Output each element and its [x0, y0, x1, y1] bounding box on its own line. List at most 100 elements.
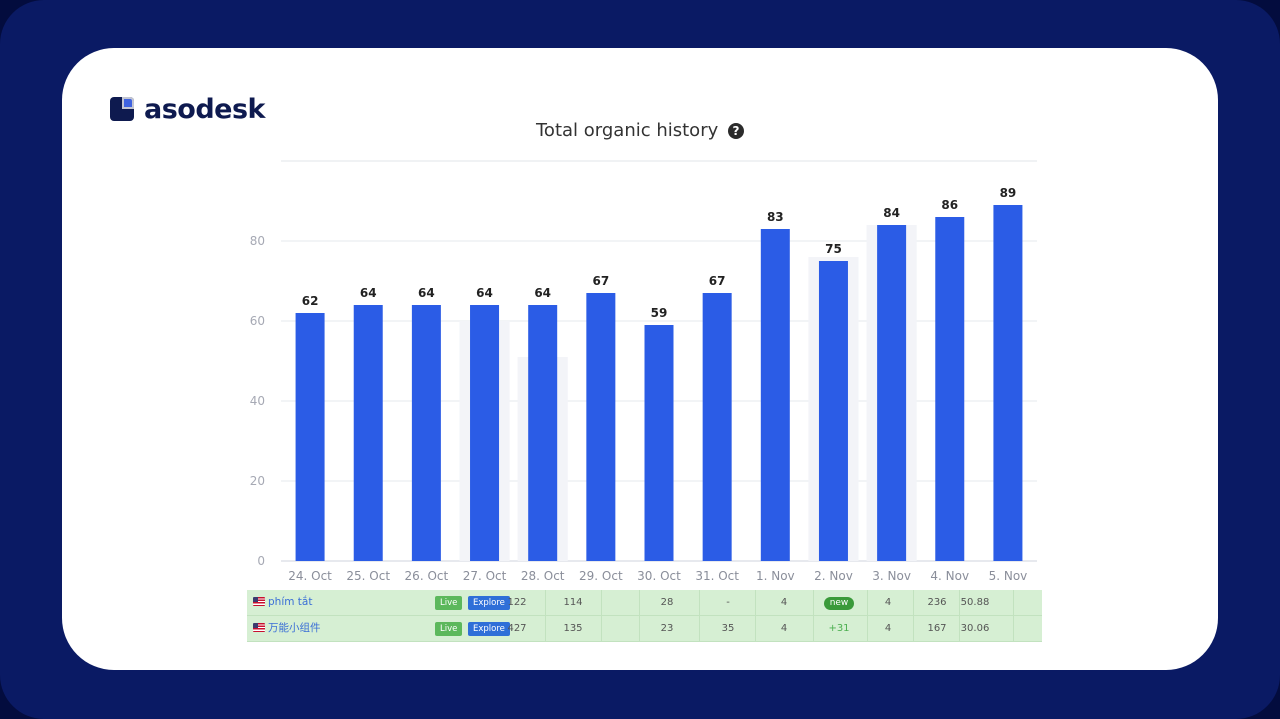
- table-cell: 427: [507, 623, 527, 634]
- column-divider: [699, 616, 700, 641]
- y-tick-label: 20: [250, 474, 265, 488]
- column-divider: [959, 616, 960, 641]
- bar: [702, 293, 732, 561]
- table-cell: 4: [780, 623, 788, 634]
- bar: [818, 261, 848, 561]
- bar-value-label: 67: [592, 274, 609, 288]
- us-flag-icon: [253, 597, 265, 606]
- bar-value-label: 86: [941, 198, 958, 212]
- table-cell: +31: [828, 623, 850, 634]
- x-tick-label: 3. Nov: [872, 569, 911, 583]
- bar-value-label: 84: [883, 206, 900, 220]
- column-divider: [601, 616, 602, 641]
- bar-value-label: 59: [651, 306, 668, 320]
- live-badge[interactable]: Live: [435, 622, 463, 636]
- column-divider: [639, 590, 640, 615]
- column-divider: [959, 590, 960, 615]
- bar-value-label: 83: [767, 210, 784, 224]
- live-badge[interactable]: Live: [435, 596, 463, 610]
- keyword-table: phím tắt Live Explore 122 114 28-4 new 4 236 50.8…: [247, 590, 1042, 642]
- new-badge: new: [823, 597, 855, 610]
- table-row[interactable]: phím tắt Live Explore 122 114 28 - 4 new 4 236 50.8…: [247, 590, 1042, 616]
- column-divider: [913, 616, 914, 641]
- bar: [470, 305, 500, 561]
- bar-value-label: 89: [1000, 186, 1017, 200]
- bar: [586, 293, 616, 561]
- x-tick-label: 27. Oct: [463, 569, 507, 583]
- table-cell: 135: [563, 623, 583, 634]
- table-cell: 4: [780, 597, 788, 608]
- table-cell: -: [726, 597, 730, 608]
- x-tick-label: 24. Oct: [288, 569, 332, 583]
- chart-title: Total organic history: [536, 120, 719, 141]
- x-tick-label: 30. Oct: [637, 569, 681, 583]
- column-divider: [639, 616, 640, 641]
- x-tick-label: 25. Oct: [346, 569, 390, 583]
- bar-value-label: 62: [302, 294, 319, 308]
- keyword-link[interactable]: phím tắt: [268, 596, 313, 608]
- column-divider: [699, 590, 700, 615]
- table-cell: 50.88: [960, 597, 990, 608]
- x-tick-label: 26. Oct: [405, 569, 449, 583]
- x-tick-label: 31. Oct: [695, 569, 739, 583]
- x-tick-label: 28. Oct: [521, 569, 565, 583]
- table-cell: 167: [927, 623, 947, 634]
- column-divider: [545, 590, 546, 615]
- x-tick-label: 29. Oct: [579, 569, 623, 583]
- column-divider: [601, 590, 602, 615]
- x-tick-label: 5. Nov: [989, 569, 1028, 583]
- table-cell: 122: [507, 597, 527, 608]
- bar: [935, 217, 965, 561]
- explore-button[interactable]: Explore: [468, 622, 510, 636]
- y-tick-label: 60: [250, 314, 265, 328]
- column-divider: [1013, 590, 1014, 615]
- help-icon[interactable]: ?: [727, 123, 744, 139]
- table-cell: 114: [563, 597, 583, 608]
- bar: [877, 225, 907, 561]
- x-tick-label: 4. Nov: [930, 569, 969, 583]
- table-cell: new: [814, 590, 864, 615]
- table-cell: 4: [884, 597, 892, 608]
- bar-value-label: 75: [825, 242, 842, 256]
- y-tick-label: 80: [250, 234, 265, 248]
- bar-value-label: 64: [534, 286, 551, 300]
- table-cell: 30.06: [960, 623, 990, 634]
- column-divider: [867, 616, 868, 641]
- bar-value-label: 64: [360, 286, 377, 300]
- keyword-link[interactable]: 万能小组件: [268, 622, 321, 634]
- us-flag-icon: [253, 623, 265, 632]
- brand-logo: asodesk: [110, 92, 266, 126]
- column-divider: [867, 590, 868, 615]
- bar-value-label: 67: [709, 274, 726, 288]
- table-row[interactable]: 万能小组件 Live Explore 427 135 23 35 4 +31 4 167 30.06: [247, 616, 1042, 642]
- explore-button[interactable]: Explore: [468, 596, 510, 610]
- chart-title-wrap: Total organic history ?: [0, 120, 1280, 141]
- column-divider: [813, 590, 814, 615]
- bar-value-label: 64: [476, 286, 493, 300]
- bar: [760, 229, 790, 561]
- table-cell: 236: [927, 597, 947, 608]
- table-cell: 35: [721, 623, 735, 634]
- column-divider: [545, 616, 546, 641]
- column-divider: [813, 616, 814, 641]
- column-divider: [755, 616, 756, 641]
- bar: [411, 305, 441, 561]
- column-divider: [913, 590, 914, 615]
- table-cell: 28: [660, 597, 674, 608]
- y-tick-label: 40: [250, 394, 265, 408]
- y-tick-label: 0: [257, 554, 265, 568]
- bar: [644, 325, 674, 561]
- x-tick-label: 1. Nov: [756, 569, 795, 583]
- content-card: [62, 48, 1218, 670]
- bar: [528, 305, 558, 561]
- bar-value-label: 64: [418, 286, 435, 300]
- column-divider: [755, 590, 756, 615]
- bar: [295, 313, 325, 561]
- bar: [353, 305, 383, 561]
- x-tick-label: 2. Nov: [814, 569, 853, 583]
- table-cell: 23: [660, 623, 674, 634]
- brand-name: asodesk: [144, 93, 266, 125]
- column-divider: [1013, 616, 1014, 641]
